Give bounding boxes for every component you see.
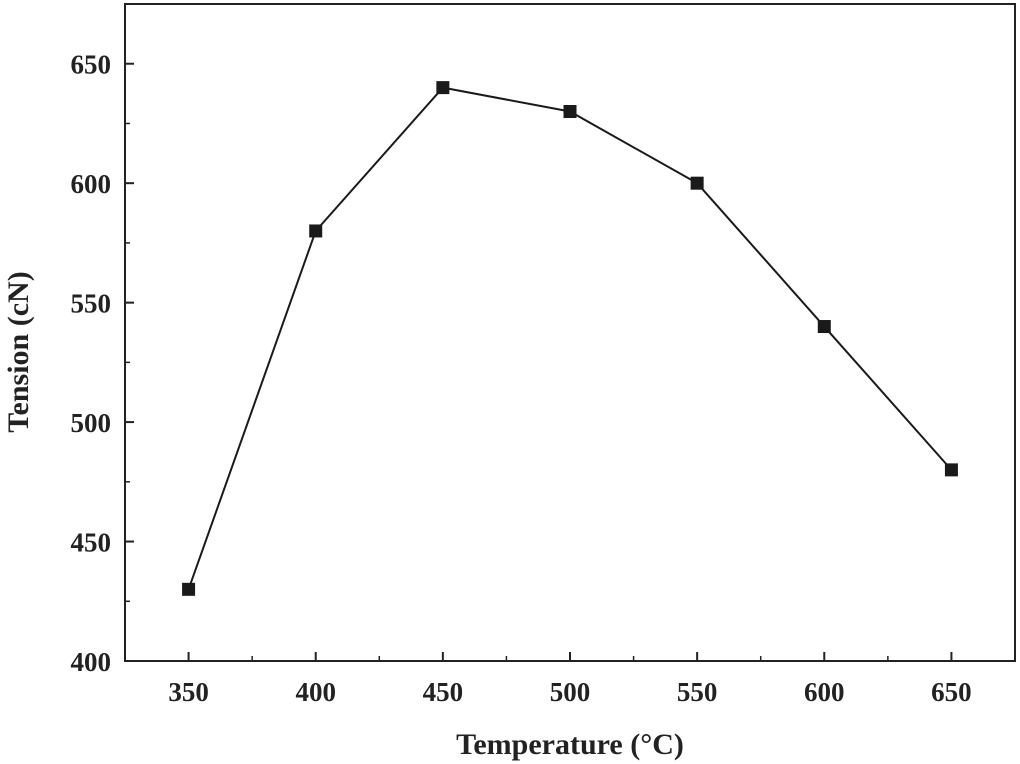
- y-tick-label: 500: [71, 408, 112, 438]
- axis-ticks: [124, 3, 1016, 662]
- x-tick-label: 400: [295, 677, 336, 707]
- y-tick-labels: 400 450 500 550 600 650: [71, 50, 112, 677]
- y-tick-label: 600: [71, 169, 112, 199]
- data-point-marker: [309, 224, 323, 238]
- data-point-marker: [182, 582, 196, 596]
- data-point-marker: [944, 463, 958, 477]
- series-line: [187, 86, 953, 590]
- x-tick-label: 650: [931, 677, 972, 707]
- data-point-marker: [817, 320, 831, 334]
- x-tick-label: 450: [423, 677, 464, 707]
- plot-frame: [124, 3, 1016, 662]
- y-axis-label: Tension (cN): [2, 271, 35, 432]
- y-tick-label: 650: [71, 50, 112, 80]
- x-tick-label: 550: [677, 677, 718, 707]
- y-tick-label: 450: [71, 528, 112, 558]
- data-point-marker: [563, 105, 577, 119]
- x-tick-labels: 350 400 450 500 550 600 650: [168, 677, 971, 707]
- y-tick-label: 550: [71, 289, 112, 319]
- x-tick-label: 350: [168, 677, 209, 707]
- y-tick-label: 400: [71, 647, 112, 677]
- x-tick-label: 600: [804, 677, 845, 707]
- x-tick-label: 500: [550, 677, 591, 707]
- series-layer: [182, 81, 958, 596]
- data-point-marker: [690, 176, 704, 190]
- x-axis-label: Temperature (°C): [456, 728, 684, 761]
- data-point-marker: [436, 81, 450, 95]
